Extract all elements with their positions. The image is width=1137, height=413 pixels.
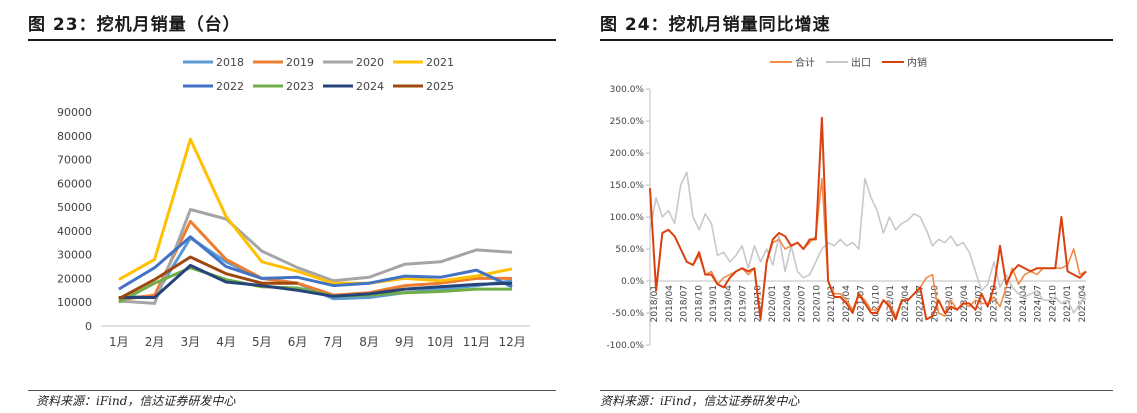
left-chart-panel: 图 23：挖机月销量（台） 2018 2019 2020 2021 2022 2023 20… [0,0,556,413]
x-tick-label: 11月 [463,335,490,349]
y-tick-label: 90000 [57,106,92,119]
x-tick-label: 9月 [395,335,415,349]
x-tick-label: 2020/10 [812,285,822,323]
right-chart-panel: 图 24：挖机月销量同比增速 合计 出口 内销 300.0% 250.0% 200.0% 1… [570,0,1137,413]
x-tick-label: 2月 [145,335,165,349]
x-tick-label: 5月 [252,335,272,349]
y-tick-label: 70000 [57,154,92,167]
series-line-2019 [118,219,513,302]
y-tick-label: 50000 [57,201,92,214]
x-tick-label: 6月 [288,335,308,349]
x-tick-label: 12月 [498,335,525,349]
x-tick-label: 8月 [359,335,379,349]
x-tick-label: 2019/04 [724,285,734,323]
legend-label-出口: 出口 [851,56,871,69]
legend-label-2021: 2021 [426,56,454,69]
y-tick-label: -50.0% [612,309,644,319]
series-line-2021 [118,137,513,285]
y-tick-label: 300.0% [610,85,645,95]
series-line-2020 [118,208,513,305]
left-figure-title: 图 23：挖机月销量（台） [28,15,241,35]
left-source-note: 资料来源：iFind，信达证券研发中心 [36,394,236,408]
x-tick-label: 2024/10 [1049,285,1059,323]
x-tick-label: 2020/07 [798,285,808,322]
x-tick-label: 2021/07 [857,285,867,322]
x-tick-label: 2020/01 [768,285,778,322]
y-tick-label: 10000 [57,296,92,309]
legend-label-内销: 内销 [907,56,927,69]
y-tick-label: 40000 [57,225,92,238]
x-tick-label: 2021/10 [871,285,881,323]
right-source-rule [600,390,1113,391]
series-line-2022 [118,235,513,291]
yoy-growth-line-chart: 合计 出口 内销 300.0% 250.0% 200.0% 150.0% 100.0% 50.0… [606,56,1088,351]
x-tick-label: 2023/07 [975,285,985,322]
x-tick-label: 2018/07 [680,285,690,322]
series-line-出口 [649,171,1087,314]
legend-label-2020: 2020 [356,56,384,69]
legend-label-合计: 合计 [795,56,815,69]
x-tick-label: 2024/01 [1004,285,1014,322]
x-tick-label: 2018/10 [694,285,704,323]
x-tick-label: 1月 [109,335,129,349]
y-tick-label: 30000 [57,249,92,262]
y-tick-label: 0 [85,320,92,333]
sales-line-chart: 2018 2019 2020 2021 2022 2023 2024 2025 0 10000 20… [57,56,530,349]
y-tick-label: 80000 [57,130,92,143]
y-tick-label: 250.0% [610,117,645,127]
x-tick-label: 2018/01 [650,285,660,322]
x-tick-label: 2024/07 [1034,285,1044,322]
y-tick-label: 50.0% [615,245,644,255]
right-figure-title: 图 24：挖机月销量同比增速 [600,15,831,35]
y-tick-label: 200.0% [610,149,645,159]
series-line-2025 [118,255,298,301]
x-tick-label: 2020/04 [783,285,793,323]
y-tick-label: 0.0% [621,277,644,287]
x-tick-label: 2022/07 [916,285,926,322]
legend-label-2023: 2023 [286,80,314,93]
x-tick-label: 7月 [324,335,344,349]
x-tick-label: 3月 [181,335,201,349]
legend-label-2022: 2022 [216,80,244,93]
x-tick-label: 2022/10 [930,285,940,323]
x-tick-label: 2022/04 [901,285,911,323]
y-tick-label: 20000 [57,272,92,285]
x-tick-label: 2019/07 [739,285,749,322]
x-tick-label: 2023/10 [989,285,999,323]
legend-label-2018: 2018 [216,56,244,69]
legend-label-2024: 2024 [356,80,384,93]
x-tick-label: 2018/04 [665,285,675,323]
series-line-2024 [118,263,513,299]
series-line-内销 [649,116,1087,321]
left-title-rule [28,39,556,41]
legend-label-2019: 2019 [286,56,314,69]
y-tick-label: 60000 [57,177,92,190]
left-source-rule [28,390,556,391]
x-tick-label: 2021/01 [827,285,837,322]
y-tick-label: 100.0% [610,213,645,223]
x-tick-label: 2024/04 [1019,285,1029,323]
right-source-note: 资料来源：iFind，信达证券研发中心 [600,394,800,408]
y-tick-label: 150.0% [610,181,645,191]
right-title-rule [600,39,1113,41]
y-tick-label: -100.0% [606,341,644,351]
x-tick-label: 10月 [427,335,454,349]
x-tick-label: 2025/04 [1078,285,1088,323]
x-tick-label: 2019/01 [709,285,719,322]
x-tick-label: 4月 [216,335,236,349]
legend-label-2025: 2025 [426,80,454,93]
x-tick-label: 2022/01 [886,285,896,322]
x-tick-label: 2025/01 [1063,285,1073,322]
